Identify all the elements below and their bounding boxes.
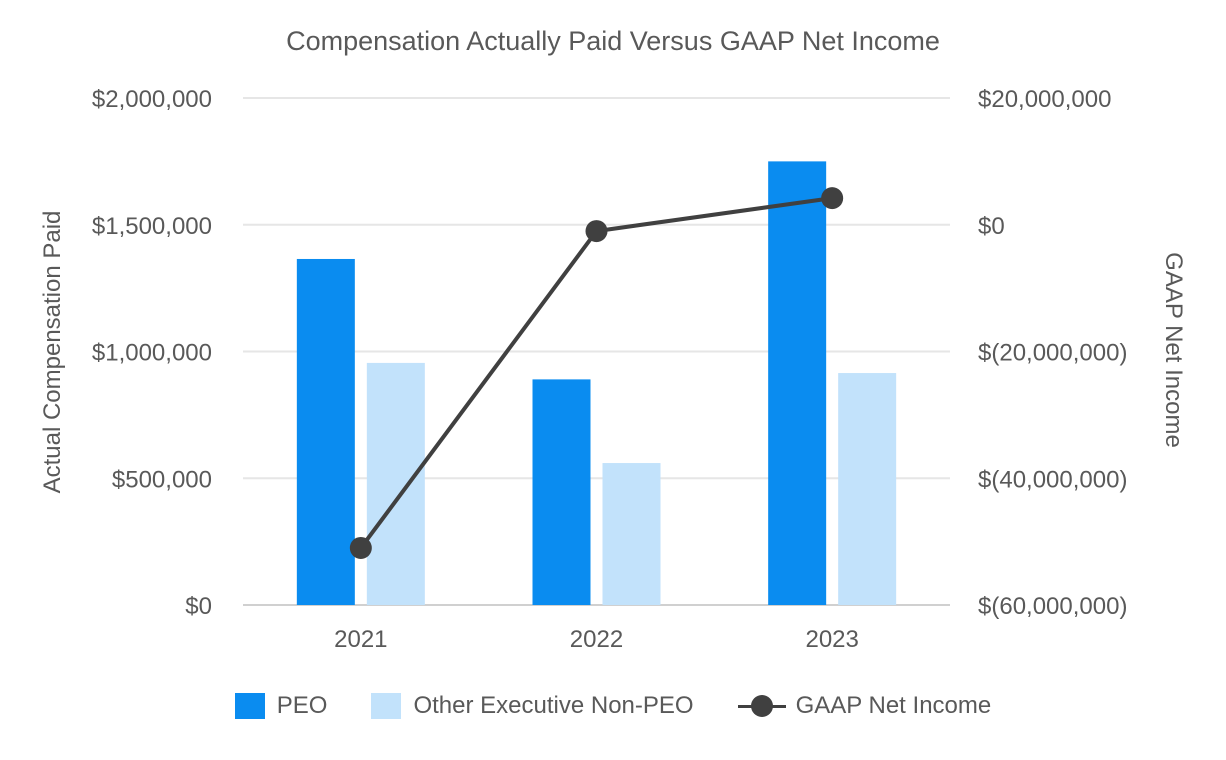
bar-peo-2023 xyxy=(768,161,827,605)
gaap-net-income-line xyxy=(359,196,833,550)
bar-other-executive-non-peo-2023 xyxy=(838,373,897,605)
legend-swatch-other-executive xyxy=(371,693,402,719)
legend-swatch-peo xyxy=(234,693,265,719)
legend: PEO Other Executive Non-PEO GAAP Net Inc… xyxy=(0,688,1226,724)
bar-peo-2021 xyxy=(296,258,355,605)
bar-other-executive-non-peo-2021 xyxy=(366,362,425,605)
x-tick-label: 2023 xyxy=(805,626,858,653)
legend-label-peo: PEO xyxy=(276,692,328,719)
y2-tick-label: $20,000,000 xyxy=(978,86,1111,113)
y-axis-label: Actual Compensation Paid xyxy=(39,211,66,494)
y-tick-label: $0 xyxy=(185,593,212,620)
y2-axis-label: GAAP Net Income xyxy=(1160,252,1187,448)
gaap-net-income-point-2021 xyxy=(349,536,372,559)
y-tick-label: $500,000 xyxy=(112,466,212,493)
y2-tick-label: $0 xyxy=(978,213,1005,240)
bar-peo-2022 xyxy=(532,379,591,605)
y2-tick-label: $(20,000,000) xyxy=(978,340,1127,367)
legend-swatch-gaap-net-income xyxy=(737,693,786,719)
y-tick-label: $2,000,000 xyxy=(92,86,212,113)
legend-label-gaap-net-income: GAAP Net Income xyxy=(795,692,992,719)
y2-tick-label: $(60,000,000) xyxy=(978,593,1127,620)
gaap-net-income-point-2023 xyxy=(821,187,844,210)
y2-tick-label: $(40,000,000) xyxy=(978,466,1127,493)
x-tick-label: 2022 xyxy=(570,626,623,653)
legend-item-gaap-net-income: GAAP Net Income xyxy=(737,692,992,720)
legend-label-other-executive: Other Executive Non-PEO xyxy=(413,692,694,719)
legend-item-peo: PEO xyxy=(234,692,328,720)
legend-item-other-executive: Other Executive Non-PEO xyxy=(371,692,694,720)
x-tick-label: 2021 xyxy=(334,626,387,653)
chart-title: Compensation Actually Paid Versus GAAP N… xyxy=(286,26,940,56)
bar-other-executive-non-peo-2022 xyxy=(602,463,661,605)
y-tick-label: $1,500,000 xyxy=(92,213,212,240)
gaap-net-income-point-2022 xyxy=(585,220,608,243)
y-tick-label: $1,000,000 xyxy=(92,340,212,367)
